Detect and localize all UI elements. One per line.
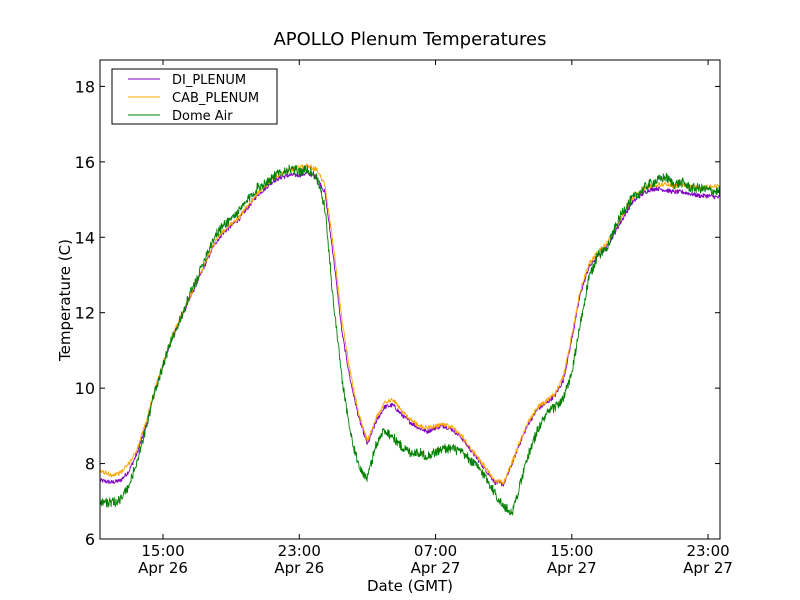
x-tick-label-date: Apr 26 — [138, 559, 188, 577]
series-layer — [99, 163, 721, 516]
x-tick-label-date: Apr 27 — [547, 559, 597, 577]
plot-frame — [99, 59, 721, 540]
x-tick-label-time: 15:00 — [141, 542, 184, 560]
x-tick-label-date: Apr 27 — [411, 559, 461, 577]
x-tick-label-time: 07:00 — [414, 542, 457, 560]
y-axis-label: Temperature (C) — [56, 239, 74, 362]
y-tick-label: 18 — [75, 77, 95, 96]
series-line-dome-air — [99, 164, 721, 516]
y-tick-label: 10 — [75, 379, 95, 398]
x-tick-label-date: Apr 26 — [274, 559, 324, 577]
x-tick-label-time: 23:00 — [278, 542, 321, 560]
y-tick-label: 8 — [85, 455, 95, 474]
legend-label: CAB_PLENUM — [172, 91, 259, 106]
y-tick-label: 16 — [75, 153, 95, 172]
y-tick-label: 14 — [75, 228, 95, 247]
y-tick-label: 6 — [85, 530, 95, 549]
legend-label: Dome Air — [172, 109, 233, 124]
chart-title: APOLLO Plenum Temperatures — [273, 29, 546, 50]
legend-label: DI_PLENUM — [172, 73, 246, 88]
x-tick-label-time: 15:00 — [550, 542, 593, 560]
legend: DI_PLENUM CAB_PLENUM Dome Air — [111, 68, 278, 125]
x-tick-label-date: Apr 27 — [683, 559, 733, 577]
x-axis-label: Date (GMT) — [367, 577, 453, 595]
y-tick-label: 12 — [75, 304, 95, 323]
x-tick-label-time: 23:00 — [686, 542, 729, 560]
